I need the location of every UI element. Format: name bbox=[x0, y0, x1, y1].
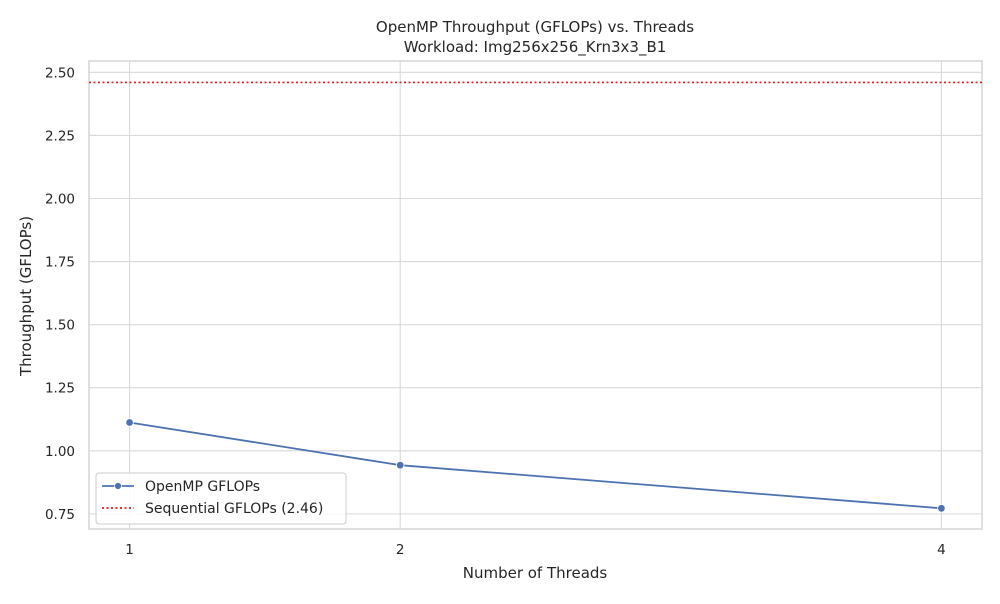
y-tick-label: 1.00 bbox=[45, 444, 75, 460]
x-tick-label: 2 bbox=[396, 542, 405, 558]
y-tick-label: 1.50 bbox=[45, 318, 75, 334]
legend-label-openmp: OpenMP GFLOPs bbox=[145, 479, 260, 495]
x-axis-label: Number of Threads bbox=[463, 564, 608, 582]
chart-subtitle: Workload: Img256x256_Krn3x3_B1 bbox=[404, 38, 667, 57]
x-tick-label: 4 bbox=[937, 542, 946, 558]
legend-box bbox=[95, 472, 347, 525]
tick-labels: 0.75 1.00 1.25 1.50 1.75 2.00 2.25 2.50 1 2 4 bbox=[45, 65, 946, 558]
openmp-data-point bbox=[937, 504, 946, 513]
y-axis-label: Throughput (GFLOPs) bbox=[17, 216, 35, 377]
plot-area bbox=[88, 60, 983, 530]
legend-swatch-openmp-marker bbox=[114, 482, 122, 490]
openmp-data-point bbox=[125, 418, 134, 427]
y-tick-label: 2.50 bbox=[45, 65, 75, 81]
x-tick-label: 1 bbox=[125, 542, 134, 558]
chart-title: OpenMP Throughput (GFLOPs) vs. Threads bbox=[376, 18, 694, 36]
legend-label-sequential: Sequential GFLOPs (2.46) bbox=[145, 501, 323, 517]
openmp-data-point bbox=[395, 460, 405, 470]
y-tick-label: 0.75 bbox=[45, 507, 75, 523]
grid bbox=[89, 61, 982, 529]
legend: OpenMP GFLOPs Sequential GFLOPs (2.46) bbox=[95, 472, 347, 525]
y-tick-label: 1.75 bbox=[45, 255, 75, 271]
y-tick-label: 1.25 bbox=[45, 381, 75, 397]
y-tick-label: 2.25 bbox=[45, 128, 75, 144]
series-layer bbox=[125, 418, 946, 513]
y-tick-label: 2.00 bbox=[45, 191, 75, 207]
